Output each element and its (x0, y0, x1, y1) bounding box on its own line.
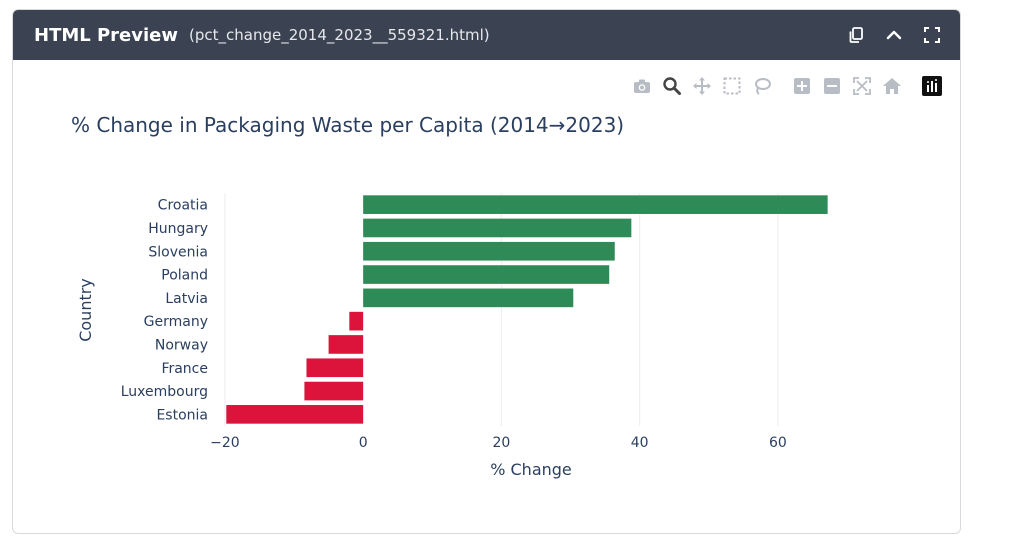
y-tick-label: Estonia (156, 407, 208, 423)
y-tick-labels: Croatia Hungary Slovenia Poland Latvia German… (121, 198, 208, 424)
bar-luxembourg[interactable] (304, 381, 364, 401)
plot-modebar (630, 74, 944, 98)
bar-slovenia[interactable] (363, 241, 615, 261)
y-tick-label: Norway (155, 337, 208, 353)
camera-icon[interactable] (630, 74, 654, 98)
bar-france[interactable] (306, 358, 364, 378)
y-tick-label: Germany (144, 314, 208, 330)
x-tick-label: −20 (210, 435, 240, 451)
y-axis-title: Country (76, 278, 95, 342)
zoom-out-icon[interactable] (820, 74, 844, 98)
file-name: (pct_change_2014_2023__559321.html) (189, 26, 490, 44)
chevron-up-icon[interactable] (884, 25, 904, 45)
y-tick-label: Croatia (158, 198, 208, 214)
x-tick-labels: −20 0 20 40 60 (210, 435, 787, 451)
copy-icon[interactable] (846, 25, 866, 45)
y-tick-label: Luxembourg (121, 384, 208, 400)
y-tick-label: Slovenia (148, 244, 208, 260)
fullscreen-icon[interactable] (922, 25, 942, 45)
chart-title: % Change in Packaging Waste per Capita (… (71, 113, 624, 137)
box-select-icon[interactable] (720, 74, 744, 98)
x-tick-label: 0 (359, 435, 368, 451)
zoom-in-icon[interactable] (790, 74, 814, 98)
x-axis-title: % Change (490, 460, 572, 479)
autoscale-icon[interactable] (850, 74, 874, 98)
bar-germany[interactable] (349, 311, 364, 331)
html-preview-panel: HTML Preview (pct_change_2014_2023__5593… (12, 9, 961, 534)
y-tick-label: France (161, 361, 208, 377)
bar-latvia[interactable] (363, 288, 574, 308)
plotly-logo-icon[interactable] (920, 74, 944, 98)
lasso-icon[interactable] (750, 74, 774, 98)
bar-croatia[interactable] (363, 195, 828, 214)
x-tick-label: 20 (492, 435, 510, 451)
bar-norway[interactable] (328, 335, 364, 354)
bar-chart: Croatia Hungary Slovenia Poland Latvia German… (71, 113, 828, 479)
y-tick-label: Poland (161, 268, 208, 284)
bar-estonia[interactable] (226, 405, 364, 424)
pan-icon[interactable] (690, 74, 714, 98)
bar-hungary[interactable] (363, 218, 632, 238)
y-tick-label: Hungary (148, 221, 208, 237)
x-tick-label: 40 (631, 435, 649, 451)
bar-poland[interactable] (363, 265, 610, 284)
bars (226, 195, 828, 424)
x-tick-label: 60 (769, 435, 787, 451)
reset-axes-icon[interactable] (880, 74, 904, 98)
header-actions (846, 10, 942, 60)
y-tick-label: Latvia (165, 291, 208, 307)
panel-header: HTML Preview (pct_change_2014_2023__5593… (13, 10, 960, 60)
panel-title: HTML Preview (34, 24, 179, 46)
zoom-icon[interactable] (660, 74, 684, 98)
